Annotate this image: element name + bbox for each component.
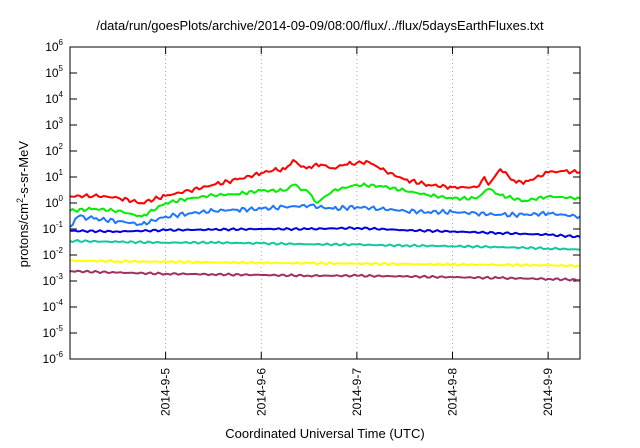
y-tick-label: 10-3 [43,272,64,288]
x-tick-label: 2014-9-8 [446,368,460,416]
y-tick-exp: 1 [59,168,64,177]
y-tick-label: 10-1 [43,220,64,236]
y-tick-base: 10 [43,222,57,236]
y-tick-label: 106 [45,38,63,54]
y-tick-label: 10-4 [43,298,64,314]
y-tick-label: 101 [45,168,63,184]
y-tick-exp: 6 [59,38,64,47]
y-tick-base: 10 [45,196,59,210]
x-tick-label: 2014-9-5 [159,368,173,416]
y-tick-exp: 0 [59,194,64,203]
y-tick-exp: -3 [56,272,64,281]
y-tick-base: 10 [45,92,59,106]
y-tick-base: 10 [45,66,59,80]
y-tick-base: 10 [45,170,59,184]
chart-title: /data/run/goesPlots/archive/2014-09-09/0… [96,18,544,33]
y-tick-label: 105 [45,64,63,80]
y-tick-base: 10 [43,248,57,262]
y-tick-base: 10 [45,144,59,158]
plot-frame [69,46,581,360]
y-tick-exp: 3 [59,116,64,125]
y-tick-exp: 5 [59,64,64,73]
y-tick-label: 103 [45,116,63,132]
series-line-0 [70,159,580,205]
y-tick-exp: -6 [56,350,64,359]
x-axis-label: Coordinated Universal Time (UTC) [225,426,425,441]
y-tick-exp: -2 [56,246,64,255]
series-line-5 [70,259,580,268]
y-tick-label: 104 [45,90,63,106]
y-tick-label: 10-5 [43,324,64,340]
y-tick-base: 10 [45,40,59,54]
y-tick-label: 100 [45,194,63,210]
y-tick-base: 10 [43,274,57,288]
y-tick-exp: -1 [56,220,64,229]
x-tick-label: 2014-9-9 [541,368,555,416]
y-tick-base: 10 [43,300,57,314]
y-tick-base: 10 [43,352,57,366]
series-line-1 [70,182,580,218]
y-tick-exp: 2 [59,142,64,151]
x-tick-label: 2014-9-7 [350,368,364,416]
x-tick-label: 2014-9-6 [254,368,268,416]
y-tick-label: 10-2 [43,246,64,262]
y-tick-label: 102 [45,142,63,158]
y-tick-label: 10-6 [43,350,64,366]
y-tick-exp: -5 [56,324,64,333]
series-line-6 [70,269,580,282]
series-line-4 [70,239,580,251]
y-tick-base: 10 [43,326,57,340]
series-line-2 [70,203,580,228]
y-tick-base: 10 [45,118,59,132]
y-tick-exp: 4 [59,90,64,99]
series-line-3 [70,226,580,239]
y-tick-exp: -4 [56,298,64,307]
